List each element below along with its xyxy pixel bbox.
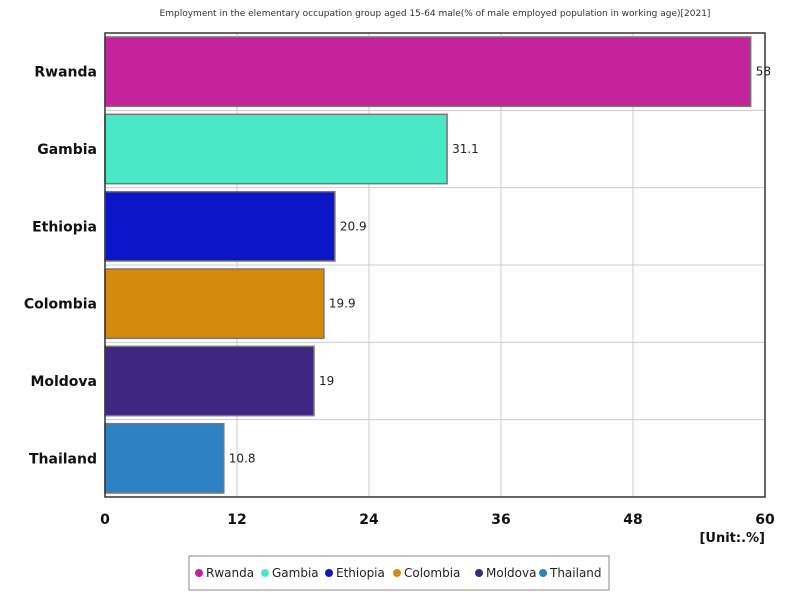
value-label: 20.9 [340, 219, 367, 233]
value-label: 58 [756, 65, 771, 79]
value-label: 19 [319, 374, 334, 388]
x-tick-label: 60 [755, 512, 775, 528]
category-label: Colombia [24, 297, 97, 313]
legend-item-gambia: Gambia [272, 566, 319, 580]
legend-item-ethiopia: Ethiopia [336, 566, 385, 580]
x-tick-label: 0 [100, 512, 110, 528]
legend-marker-colombia [393, 569, 401, 577]
bar-rwanda [104, 36, 752, 108]
plot-frame [104, 32, 766, 498]
legend-marker-rwanda [195, 569, 203, 577]
bar-colombia [104, 268, 325, 340]
legend: Rwanda Gambia Ethiopia Colombia Moldova Thail… [188, 555, 610, 591]
x-tick-label: 24 [359, 512, 379, 528]
bar-gambia [104, 113, 448, 185]
legend-item-colombia: Colombia [404, 566, 460, 580]
category-label: Thailand [29, 451, 97, 467]
value-label: 10.8 [229, 451, 256, 465]
chart-title: Employment in the elementary occupation … [160, 9, 711, 19]
legend-item-rwanda: Rwanda [206, 566, 254, 580]
category-label: Rwanda [34, 65, 97, 81]
legend-marker-gambia [261, 569, 269, 577]
x-tick-label: 48 [623, 512, 642, 528]
category-label: Gambia [37, 142, 97, 158]
unit-label: [Unit:.%] [699, 531, 765, 546]
legend-item-moldova: Moldova [486, 566, 536, 580]
bar-ethiopia [104, 190, 336, 262]
legend-marker-thailand [539, 569, 547, 577]
value-label: 19.9 [329, 297, 356, 311]
labels: Rwanda 58 Gambia 31.1 Ethiopia 20.9 Colombia 19… [24, 65, 771, 468]
x-tick-label: 12 [227, 512, 246, 528]
x-axis: 0 12 24 36 48 60 [100, 512, 775, 528]
bar-thailand [104, 422, 225, 494]
legend-marker-ethiopia [325, 569, 333, 577]
x-tick-label: 36 [491, 512, 510, 528]
grid [105, 33, 765, 497]
bars [104, 36, 752, 494]
legend-marker-moldova [475, 569, 483, 577]
legend-item-thailand: Thailand [549, 566, 602, 580]
category-label: Ethiopia [32, 219, 97, 235]
bar-moldova [104, 345, 315, 417]
category-label: Moldova [30, 374, 97, 390]
value-label: 31.1 [452, 142, 479, 156]
